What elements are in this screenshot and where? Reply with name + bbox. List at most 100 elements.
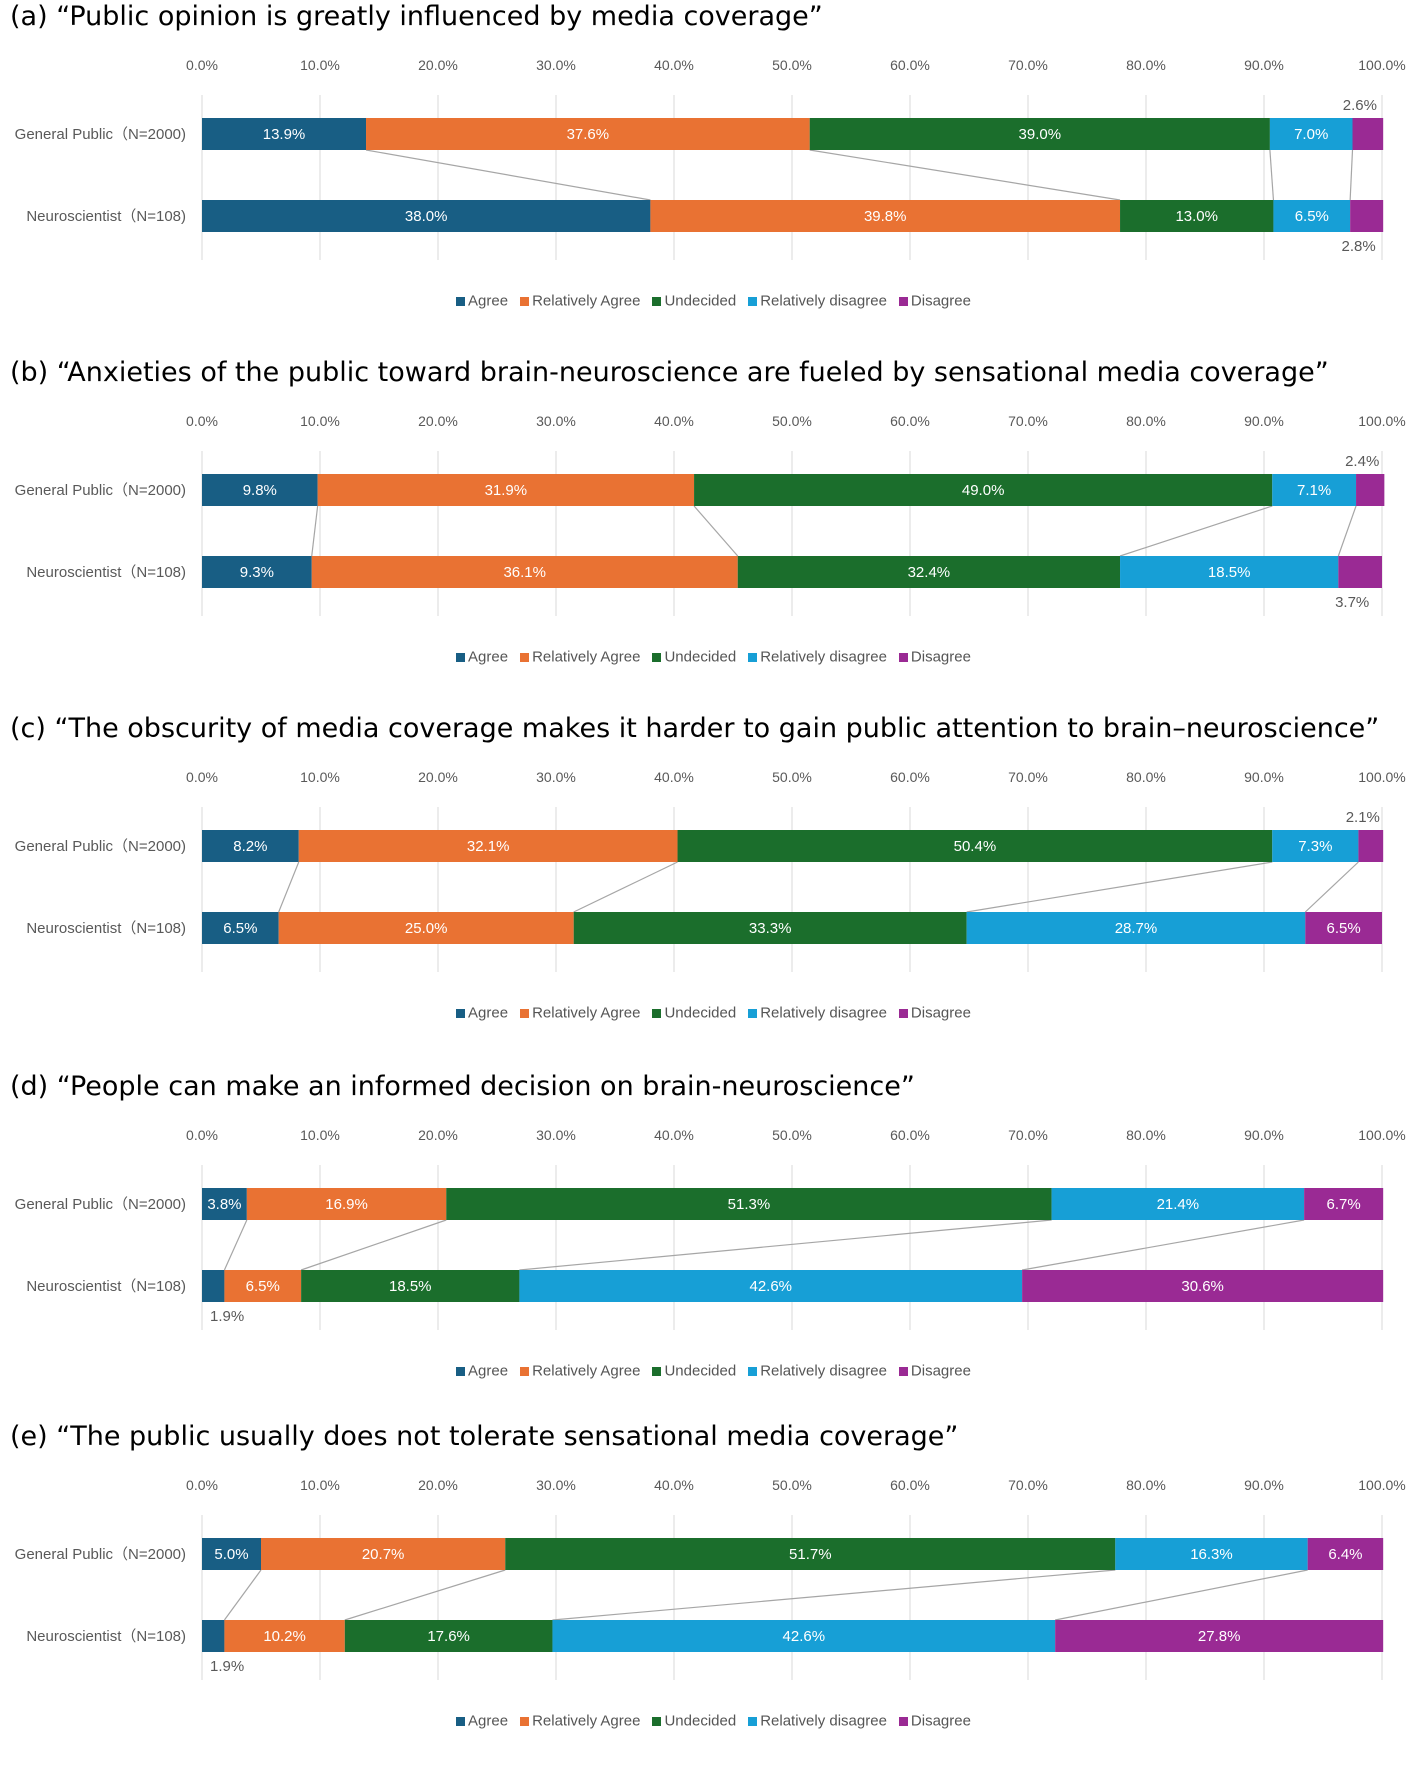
- bar-segment-relatively-disagree: [1269, 118, 1353, 150]
- legend-item: Disagree: [898, 1362, 971, 1380]
- legend-swatch: [898, 1716, 908, 1726]
- series-connector: [1337, 505, 1357, 557]
- x-tick-label: 20.0%: [418, 769, 458, 785]
- x-tick-label: 50.0%: [772, 1477, 812, 1493]
- bar-segment-agree: [202, 830, 299, 862]
- chart-legend: Agree Relatively Agree Undecided Relatively…: [0, 1712, 1427, 1730]
- legend-label: Agree: [468, 1004, 509, 1022]
- data-label: 31.9%: [485, 482, 528, 499]
- legend-item: Undecided: [652, 648, 736, 666]
- data-label: 50.4%: [954, 838, 997, 855]
- bar-segment-relatively-agree: [298, 830, 678, 862]
- legend-swatch: [748, 1716, 758, 1726]
- chart-panel: (c) “The obscurity of media coverage mak…: [0, 712, 1427, 1068]
- data-label: 28.7%: [1115, 920, 1158, 937]
- legend-label: Agree: [468, 292, 509, 310]
- x-tick-label: 20.0%: [418, 1127, 458, 1143]
- data-label: 42.6%: [783, 1628, 826, 1645]
- legend-label: Undecided: [664, 648, 737, 666]
- data-label: 30.6%: [1181, 1278, 1224, 1295]
- x-tick-label: 0.0%: [186, 769, 218, 785]
- x-tick-label: 80.0%: [1126, 413, 1166, 429]
- x-tick-label: 0.0%: [186, 1477, 218, 1493]
- chart-plot: 0.0% 10.0% 20.0% 30.0% 40.0% 50.0% 60.0% 70.0% 8…: [15, 1477, 1406, 1680]
- legend-item: Relatively Agree: [520, 1712, 640, 1730]
- chart-title: (a) “Public opinion is greatly influence…: [10, 1, 823, 32]
- data-label: 16.9%: [325, 1196, 368, 1213]
- bar-segment-undecided: [677, 830, 1273, 862]
- legend-swatch: [520, 296, 530, 306]
- chart-panel: (e) “The public usually does not tolerat…: [0, 1420, 1427, 1776]
- bar-segment-agree: [202, 474, 318, 506]
- x-tick-label: 40.0%: [654, 1477, 694, 1493]
- data-label: 6.5%: [246, 1278, 280, 1295]
- legend-item: Relatively disagree: [748, 648, 887, 666]
- legend-label: Relatively disagree: [760, 1712, 887, 1730]
- data-label: 49.0%: [962, 482, 1005, 499]
- chart-plot: 0.0% 10.0% 20.0% 30.0% 40.0% 50.0% 60.0% 70.0% 8…: [15, 1127, 1406, 1330]
- bar-segment-undecided: [573, 912, 967, 944]
- legend-label: Undecided: [664, 1712, 737, 1730]
- bar-segment-relatively-disagree: [519, 1270, 1023, 1302]
- series-connector: [1349, 149, 1354, 201]
- x-tick-label: 60.0%: [890, 1477, 930, 1493]
- legend-label: Relatively disagree: [760, 292, 887, 310]
- legend-swatch: [456, 296, 466, 306]
- data-label: 51.7%: [789, 1546, 832, 1563]
- chart-legend: Agree Relatively Agree Undecided Relatively…: [0, 292, 1427, 310]
- x-tick-label: 100.0%: [1358, 769, 1405, 785]
- series-connector: [552, 1569, 1116, 1621]
- x-tick-label: 90.0%: [1244, 413, 1284, 429]
- category-label: Neuroscientist（N=108): [26, 920, 186, 937]
- bar-segment-agree: [202, 556, 312, 588]
- chart-panel: (b) “Anxieties of the public toward brai…: [0, 356, 1427, 712]
- x-tick-label: 20.0%: [418, 413, 458, 429]
- x-tick-label: 30.0%: [536, 769, 576, 785]
- bar-segment-relatively-agree: [224, 1620, 345, 1652]
- legend-item: Relatively Agree: [520, 1362, 640, 1380]
- bar-segment-relatively-disagree: [966, 912, 1306, 944]
- data-label: 3.8%: [207, 1196, 241, 1213]
- x-tick-label: 50.0%: [772, 413, 812, 429]
- x-tick-label: 50.0%: [772, 57, 812, 73]
- legend-label: Relatively Agree: [532, 648, 641, 666]
- legend-item: Disagree: [898, 1712, 971, 1730]
- data-label: 1.9%: [210, 1308, 244, 1325]
- data-label: 38.0%: [405, 208, 448, 225]
- series-connector: [809, 149, 1121, 201]
- legend-item: Relatively disagree: [748, 1362, 887, 1380]
- legend-item: Relatively disagree: [748, 1712, 887, 1730]
- data-label: 2.8%: [1342, 238, 1376, 255]
- series-connector: [693, 505, 739, 557]
- data-label: 25.0%: [405, 920, 448, 937]
- bar-segment-disagree: [1356, 474, 1385, 506]
- data-label: 6.4%: [1328, 1546, 1362, 1563]
- legend-swatch: [520, 1008, 530, 1018]
- data-label: 6.5%: [1327, 920, 1361, 937]
- legend-item: Agree: [456, 1712, 508, 1730]
- category-label: Neuroscientist（N=108): [26, 1628, 186, 1645]
- legend-swatch: [898, 296, 908, 306]
- data-label: 2.1%: [1346, 809, 1380, 826]
- x-tick-label: 20.0%: [418, 57, 458, 73]
- legend-swatch: [520, 652, 530, 662]
- x-tick-label: 10.0%: [300, 1477, 340, 1493]
- bar-segment-relatively-disagree: [1051, 1188, 1305, 1220]
- data-label: 7.0%: [1294, 126, 1328, 143]
- x-tick-label: 90.0%: [1244, 769, 1284, 785]
- series-connector: [519, 1219, 1052, 1271]
- bar-segment-undecided: [1120, 200, 1274, 232]
- bar-segment-relatively-agree: [317, 474, 695, 506]
- legend-label: Disagree: [910, 1004, 971, 1022]
- bar-segment-relatively-agree: [311, 556, 738, 588]
- category-label: General Public（N=2000): [15, 126, 186, 143]
- category-label: Neuroscientist（N=108): [26, 208, 186, 225]
- x-tick-label: 100.0%: [1358, 413, 1405, 429]
- x-tick-label: 30.0%: [536, 1127, 576, 1143]
- series-connector: [573, 861, 678, 913]
- x-tick-label: 60.0%: [890, 1127, 930, 1143]
- data-label: 1.9%: [210, 1658, 244, 1675]
- bar-segment-agree: [202, 200, 651, 232]
- x-tick-label: 40.0%: [654, 769, 694, 785]
- legend-swatch: [456, 652, 466, 662]
